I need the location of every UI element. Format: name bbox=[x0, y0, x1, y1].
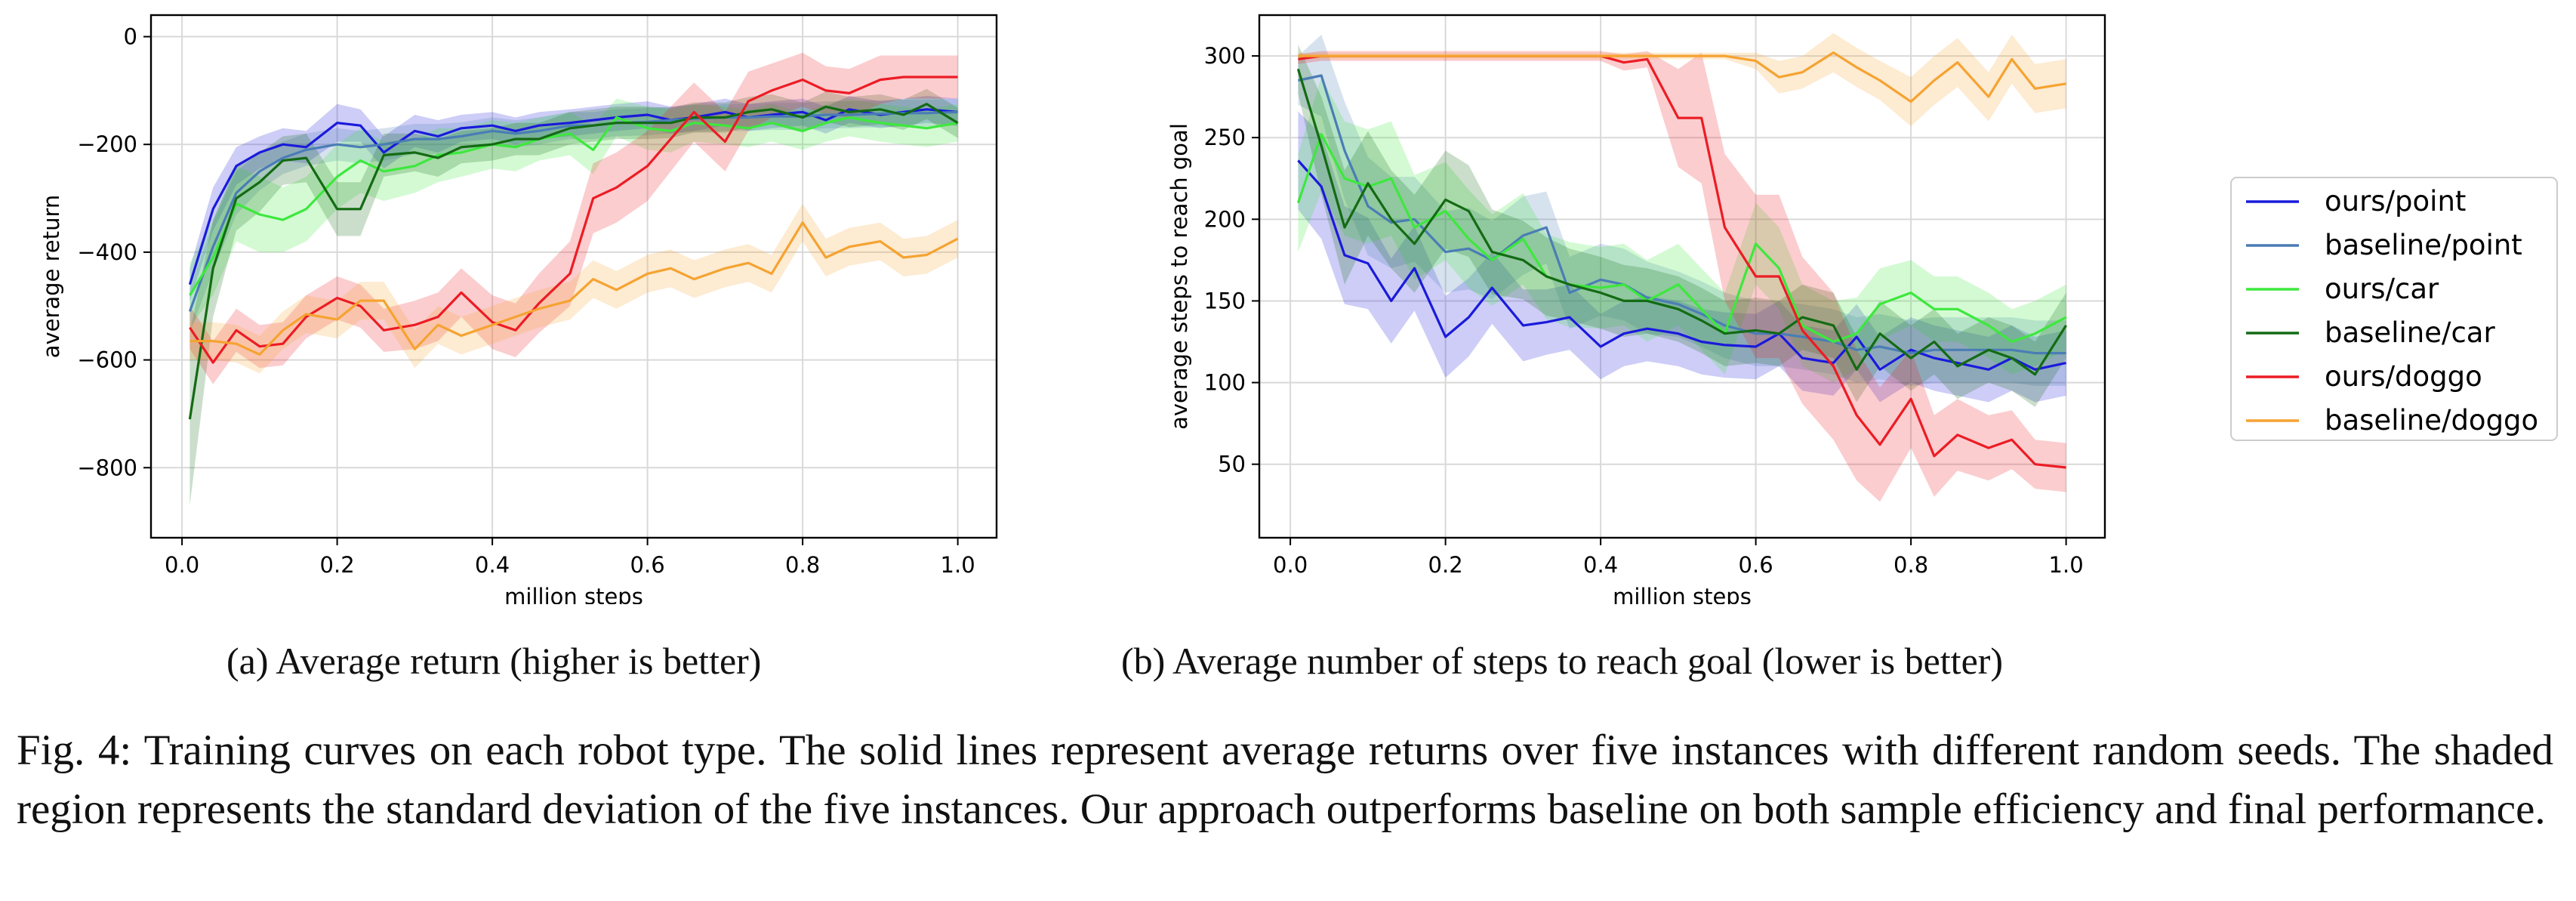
y-axis-label: average steps to reach goal bbox=[1166, 123, 1192, 430]
x-axis-label: million steps bbox=[1613, 584, 1752, 604]
series-line-baseline-point bbox=[188, 110, 958, 312]
x-tick-label: 0.0 bbox=[1273, 552, 1308, 578]
legend-label-ours-doggo: ours/doggo bbox=[2325, 360, 2482, 393]
y-tick-label: 250 bbox=[1204, 125, 1246, 150]
std-band-baseline-doggo bbox=[190, 203, 958, 374]
series-line-baseline-doggo bbox=[1298, 51, 2066, 103]
y-tick-label: −400 bbox=[77, 239, 137, 265]
series-line-baseline-point bbox=[1298, 74, 2066, 355]
figure-area: 0.0 0.2 0.4 0.6 0.8 1.0 0 −200 −400 −600 −800 milli… bbox=[39, 14, 2558, 604]
series-line-baseline-car bbox=[1296, 68, 2067, 376]
series-line-ours-point bbox=[1297, 159, 2066, 371]
series-line-baseline-doggo bbox=[190, 221, 959, 356]
y-tick-label: −200 bbox=[77, 131, 137, 157]
subcaption-a: (a) Average return (higher is better) bbox=[226, 640, 762, 682]
chart-a: 0.0 0.2 0.4 0.6 0.8 1.0 0 −200 −400 −600 −800 milli… bbox=[39, 14, 998, 604]
legend-label-ours-car: ours/car bbox=[2325, 273, 2439, 305]
series-line-ours-car bbox=[1296, 133, 2067, 344]
std-band-ours-point bbox=[190, 96, 958, 301]
std-band-ours-car bbox=[1298, 77, 2066, 383]
x-tick-label: 0.0 bbox=[165, 552, 199, 578]
chart-b: 0.0 0.2 0.4 0.6 0.8 1.0 50 100 150 200 250 300 milli… bbox=[1166, 14, 2106, 604]
x-tick-label: 0.6 bbox=[1739, 552, 1773, 578]
y-axis-label: average return bbox=[39, 195, 64, 359]
y-tick-label: −800 bbox=[77, 455, 137, 480]
series-line-ours-doggo bbox=[189, 76, 958, 364]
x-tick-label: 1.0 bbox=[941, 552, 975, 578]
y-tick-label: 150 bbox=[1204, 288, 1246, 313]
x-tick-label: 0.4 bbox=[1583, 552, 1618, 578]
std-band-baseline-point bbox=[1298, 34, 2066, 386]
y-tick-label: 50 bbox=[1218, 452, 1246, 477]
std-band-ours-car bbox=[190, 98, 958, 328]
series-line-ours-point bbox=[188, 108, 958, 285]
plot-frame bbox=[1258, 14, 2106, 539]
plot-frame bbox=[149, 14, 998, 539]
y-tick-label: −600 bbox=[77, 347, 137, 373]
series-line-baseline-car bbox=[188, 103, 959, 420]
std-band-ours-point bbox=[1298, 111, 2066, 403]
legend-label-baseline-car: baseline/car bbox=[2325, 316, 2495, 349]
x-tick-label: 0.4 bbox=[475, 552, 510, 578]
y-tick-label: 200 bbox=[1204, 206, 1246, 232]
x-tick-label: 0.6 bbox=[630, 552, 665, 578]
x-tick-label: 0.2 bbox=[1428, 552, 1463, 578]
legend-label-baseline-doggo: baseline/doggo bbox=[2325, 404, 2538, 437]
legend: ours/point baseline/point ours/car baseline… bbox=[2230, 177, 2558, 441]
subcaption-b: (b) Average number of steps to reach goa… bbox=[1121, 640, 2004, 682]
x-tick-label: 1.0 bbox=[2049, 552, 2084, 578]
y-tick-label: 300 bbox=[1204, 43, 1246, 69]
figure-caption: Fig. 4: Training curves on each robot ty… bbox=[17, 727, 2553, 833]
std-band-ours-doggo bbox=[1298, 51, 2066, 502]
x-tick-label: 0.2 bbox=[320, 552, 355, 578]
legend-label-ours-point: ours/point bbox=[2325, 185, 2466, 218]
series-line-ours-car bbox=[189, 116, 958, 296]
x-tick-label: 0.8 bbox=[1893, 552, 1928, 578]
legend-label-baseline-point: baseline/point bbox=[2325, 229, 2522, 261]
legend-frame bbox=[2230, 177, 2558, 441]
y-tick-label: 100 bbox=[1204, 370, 1246, 396]
std-band-ours-doggo bbox=[190, 52, 958, 384]
x-axis-label: million steps bbox=[504, 584, 643, 604]
y-tick-label: 0 bbox=[124, 24, 137, 50]
x-tick-label: 0.8 bbox=[785, 552, 820, 578]
std-band-baseline-car bbox=[1298, 44, 2066, 408]
